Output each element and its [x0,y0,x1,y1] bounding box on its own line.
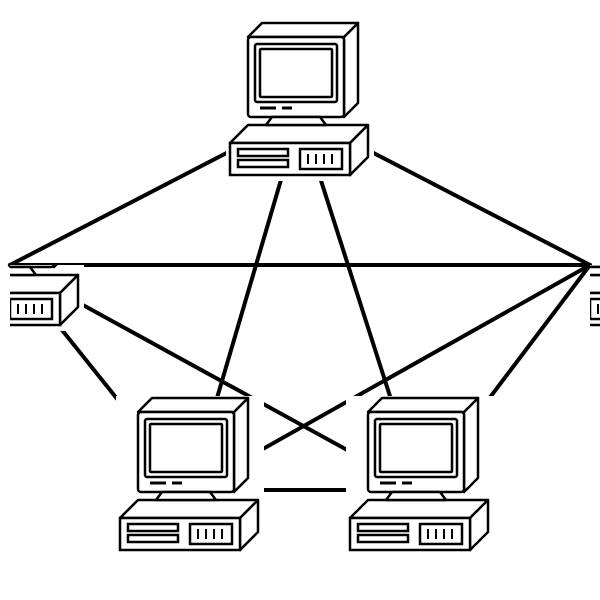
computer-icon [0,171,84,331]
nodes-layer [0,21,600,556]
network-diagram [0,0,600,600]
computer-icon [116,396,264,556]
computer-icon [346,396,494,556]
computer-icon [226,21,374,181]
